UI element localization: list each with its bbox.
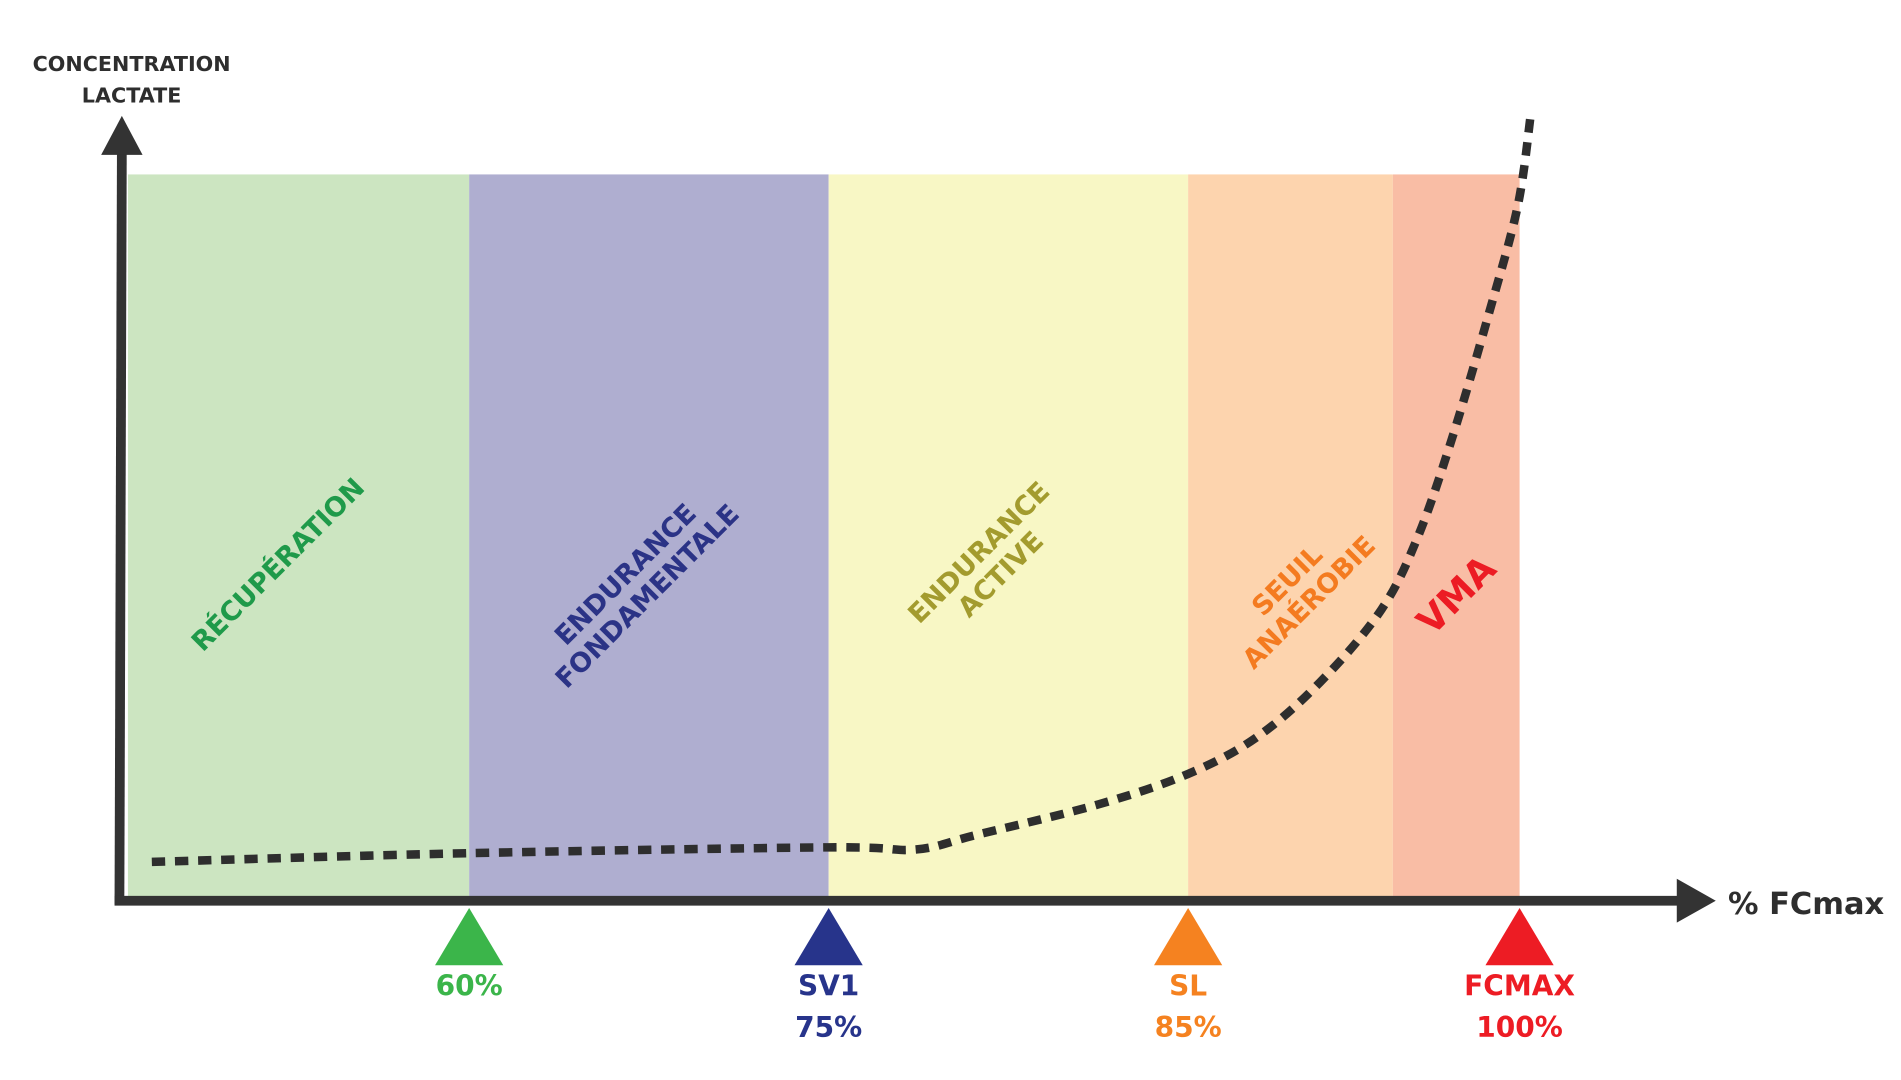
lactate-curve	[151, 115, 1535, 867]
zone-band	[127, 174, 470, 898]
zone-band	[828, 174, 1189, 898]
threshold-label: SV1	[798, 970, 859, 1003]
y-axis-label-line2: LACTATE	[82, 84, 182, 108]
zone-band	[1188, 174, 1393, 898]
x-axis-label: % FCmax	[1728, 887, 1885, 922]
threshold-label: 100%	[1476, 1011, 1563, 1044]
x-axis-arrow-icon	[1676, 878, 1716, 923]
threshold-label: FCMAX	[1464, 970, 1575, 1003]
threshold-triangle-icon	[1154, 908, 1223, 966]
threshold-triangle-icon	[435, 908, 504, 966]
threshold-label: 75%	[795, 1011, 862, 1044]
threshold-label: 85%	[1155, 1011, 1222, 1044]
threshold-label: SL	[1169, 970, 1207, 1003]
threshold-label: 60%	[436, 970, 503, 1003]
threshold-triangle-icon	[794, 908, 863, 966]
zone-band	[469, 174, 829, 898]
zone-band	[1392, 174, 1520, 898]
y-axis-label-line1: CONCENTRATION	[33, 52, 231, 76]
threshold-triangle-icon	[1485, 908, 1554, 966]
y-axis	[114, 146, 127, 905]
y-axis-arrow-icon	[101, 115, 143, 155]
